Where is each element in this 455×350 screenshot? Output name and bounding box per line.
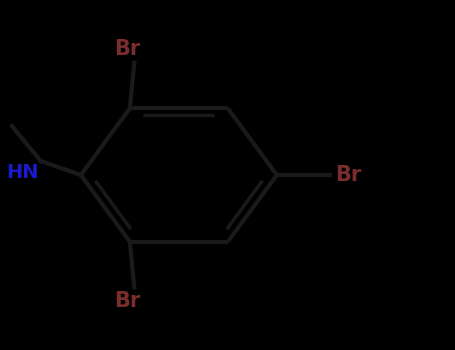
Text: Br: Br — [115, 39, 141, 59]
Text: Br: Br — [335, 165, 361, 185]
Text: Br: Br — [115, 291, 141, 311]
Text: HN: HN — [6, 163, 39, 182]
